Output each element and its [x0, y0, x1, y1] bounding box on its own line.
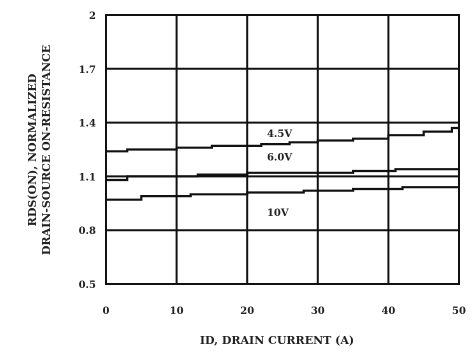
series-label: 6.0V [267, 152, 292, 163]
chart-series [106, 126, 459, 201]
x-tick-label: 0 [103, 306, 110, 317]
plot-frame [105, 14, 460, 285]
y-tick-labels: 2 1.7 1.4 1.1 0.8 0.5 [79, 11, 96, 291]
x-tick-labels: 0 10 20 30 40 50 [103, 306, 466, 317]
y-axis-label-line1: RDS(ON), NORMALIZED [26, 73, 39, 226]
x-tick-label: 30 [311, 306, 325, 317]
y-tick-label: 1.4 [79, 119, 96, 130]
series-label-bg [262, 126, 295, 141]
y-tick-label: 0.8 [79, 226, 96, 237]
x-tick-label: 20 [240, 306, 254, 317]
series-line-4-5v [106, 126, 459, 153]
y-axis-label-line2: DRAIN-SOURCE ON-RESISTANCE [40, 45, 53, 255]
y-tick-label: 0.5 [79, 280, 96, 291]
x-axis-label: ID, DRAIN CURRENT (A) [200, 334, 354, 347]
x-tick-label: 10 [170, 306, 184, 317]
x-tick-label: 40 [381, 306, 395, 317]
y-tick-label: 1.1 [79, 172, 96, 183]
x-tick-label: 50 [452, 306, 466, 317]
series-label-bg [262, 150, 295, 165]
series-line-6-0v [106, 168, 459, 182]
y-tick-label: 2 [89, 11, 96, 22]
series-label-bg [262, 205, 295, 220]
chart-series-labels: 4.5V 6.0V 10V [262, 126, 295, 220]
series-line-10v [106, 186, 459, 201]
y-tick-label: 1.7 [79, 65, 96, 76]
series-label: 10V [267, 208, 289, 219]
series-label: 4.5V [267, 129, 292, 140]
